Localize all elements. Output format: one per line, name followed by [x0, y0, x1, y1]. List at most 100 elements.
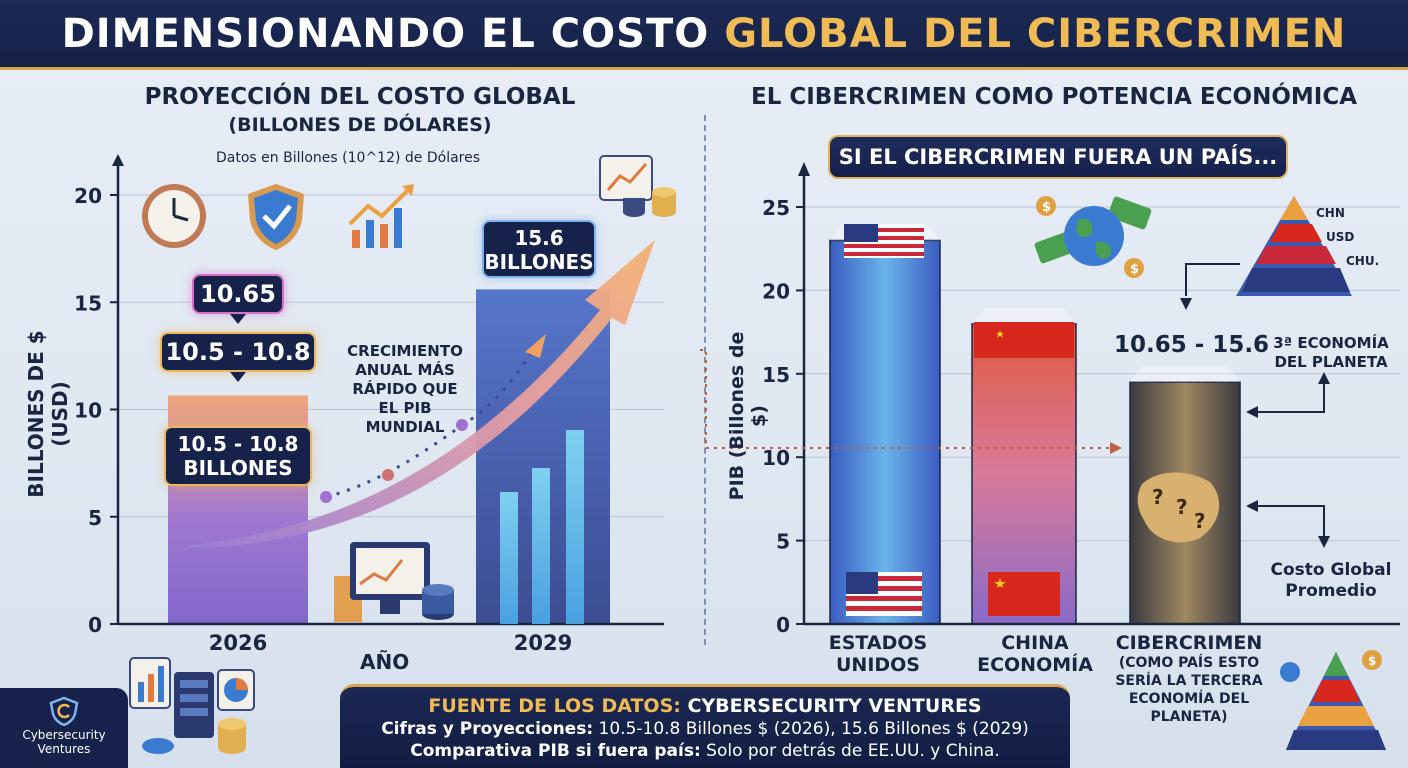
callout-1065: 10.65	[192, 274, 284, 314]
left-chart: 0 5 10 15 20 2026 2029	[74, 154, 664, 655]
cat-china-l1: CHINA	[1001, 632, 1069, 654]
section-divider	[704, 115, 706, 645]
left-tick-label-2: 10	[74, 399, 102, 423]
growth-arrow	[190, 240, 655, 548]
pyramid-label-3: CHU.	[1346, 254, 1380, 268]
right-bar-cap-1	[972, 307, 1076, 324]
dot-1	[320, 491, 332, 503]
cat-usa-l1: ESTADOS	[828, 632, 928, 654]
logo-text-1: Cybersecurity	[22, 728, 106, 742]
growth-note: CRECIMIENTO ANUAL MÁS RÁPIDO QUE EL PIB …	[330, 342, 480, 437]
left-y-label: BILLONES DE $ (USD)	[24, 330, 72, 498]
right-tick-label-0: 0	[776, 613, 790, 637]
inner-bar-3	[566, 430, 584, 624]
right-tick-label-4: 20	[762, 279, 790, 303]
logo-box: Cybersecurity Ventures	[0, 688, 128, 768]
left-tick-label-3: 15	[74, 291, 102, 315]
page-title: DIMENSIONANDO EL COSTO GLOBAL DEL CIBERC…	[62, 11, 1347, 57]
title-part-1: DIMENSIONANDO EL	[61, 10, 536, 57]
server-icon	[129, 657, 255, 754]
right-y-label: PIB (Billones de $)	[726, 331, 770, 501]
right-bar-cap-2	[1130, 366, 1240, 383]
analytics-icon	[599, 155, 676, 217]
china-flag-bottom	[988, 572, 1060, 616]
cat-label-usa: ESTADOS UNIDOS	[808, 632, 948, 676]
left-tick-label-0: 0	[88, 613, 102, 637]
header-banner: DIMENSIONANDO EL COSTO GLOBAL DEL CIBERC…	[0, 0, 1408, 70]
third-economy-note: 3ª ECONOMÍA DEL PLANETA	[1256, 334, 1406, 372]
left-title: PROYECCIÓN DEL COSTO GLOBAL	[144, 84, 576, 110]
title-part-3: GLOBAL DEL CIBERCRIMEN	[724, 10, 1347, 57]
right-tick-label-3: 15	[762, 363, 790, 387]
dotted-connector	[700, 349, 1110, 449]
callout-bar-2026-value: 10.5 - 10.8	[177, 432, 299, 456]
right-chart: ? ? ? 0 5 10 15 20 25	[700, 162, 1400, 637]
china-flag-top	[974, 322, 1074, 358]
cat-cyber-l1: CIBERCRIMEN	[1115, 632, 1263, 654]
callout-2029-unit: BILLONES	[484, 250, 594, 274]
footer-line-1: FUENTE DE LOS DATOS: CYBERSECURITY VENTU…	[340, 695, 1070, 717]
callout-bar-2026-unit: BILLONES	[183, 456, 293, 480]
growth-note-l2: ANUAL MÁS	[355, 361, 455, 379]
footer-figures-value: 10.5-10.8 Billones $ (2026), 15.6 Billon…	[598, 719, 1029, 739]
footer-compare-label: Comparativa PIB si fuera país:	[410, 741, 701, 761]
cyber-map-icon: ? ? ?	[1137, 472, 1220, 543]
usa-flag-bottom	[846, 572, 922, 616]
left-tick-label-4: 20	[74, 184, 102, 208]
footer-line-3: Comparativa PIB si fuera país: Solo por …	[340, 741, 1070, 761]
dotted-connector-arrowhead	[1110, 442, 1122, 454]
cat-usa-l2: UNIDOS	[835, 654, 920, 676]
inner-bar-1	[500, 492, 518, 624]
pyramid-icon	[1236, 196, 1352, 296]
left-subtitle-units: (BILLONES DE DÓLARES)	[228, 114, 492, 136]
third-economy-l1: 3ª ECONOMÍA	[1273, 334, 1389, 352]
cat-china-l2: ECONOMÍA	[977, 654, 1093, 676]
usa-flag-top	[844, 224, 924, 258]
growth-chart-icon	[348, 184, 414, 248]
right-y-axis-arrow	[798, 162, 810, 176]
right-tick-label-1: 5	[776, 530, 790, 554]
footer-source-value: CYBERSECURITY VENTURES	[687, 695, 982, 717]
cat-label-cyber: CIBERCRIMEN (COMO PAÍS ESTO SERÍA LA TER…	[1104, 632, 1274, 726]
clock-icon	[142, 184, 206, 248]
cat-cyber-l3: SERÍA LA TERCERA	[1115, 673, 1263, 689]
computer-chart-icon	[334, 542, 454, 622]
avg-cost-note: Costo Global Promedio	[1256, 560, 1406, 602]
pyramid-label-1: CHN	[1316, 206, 1345, 220]
right-bar-0	[829, 239, 941, 625]
if-country-banner: SI EL CIBERCRIMEN FUERA UN PAÍS...	[828, 135, 1288, 179]
cat-cyber-l4: ECONOMÍA DEL	[1128, 691, 1250, 707]
left-y-axis-arrow	[112, 154, 124, 166]
arrow-to-rank	[1256, 380, 1325, 413]
callout-2029: 15.6 BILLONES	[482, 220, 596, 278]
third-economy-l2: DEL PLANETA	[1274, 353, 1388, 371]
left-tick-label-1: 5	[88, 506, 102, 530]
growth-note-l4: EL PIB	[378, 399, 432, 417]
dot-arrowhead	[525, 334, 546, 358]
logo-shield-icon	[49, 696, 79, 726]
svg-text:$: $	[1042, 200, 1051, 215]
svg-text:$: $	[1368, 654, 1376, 668]
right-title: EL CIBERCRIMEN COMO POTENCIA ECONÓMICA	[750, 84, 1358, 110]
right-tick-label-5: 25	[762, 196, 790, 220]
svg-text:?: ?	[1152, 485, 1164, 509]
left-x-tick-2029: 2029	[514, 631, 572, 655]
callout-bar-2026: 10.5 - 10.8 BILLONES	[164, 426, 312, 486]
cat-label-china: CHINA ECONOMÍA	[960, 632, 1110, 676]
inner-bar-2	[532, 468, 550, 624]
footer-compare-value: Solo por detrás de EE.UU. y China.	[706, 741, 1000, 761]
growth-note-l5: MUNDIAL	[365, 418, 445, 436]
pyramid-small-icon: $	[1280, 650, 1386, 750]
avg-cost-l1: Costo Global	[1270, 560, 1392, 580]
callout-range: 10.5 - 10.8	[160, 332, 316, 372]
arrow-to-avg	[1256, 505, 1325, 538]
avg-cost-l2: Promedio	[1285, 581, 1377, 601]
svg-text:?: ?	[1194, 509, 1206, 533]
svg-text:?: ?	[1176, 495, 1188, 519]
title-part-2: COSTO	[550, 10, 710, 57]
growth-note-l3: RÁPIDO QUE	[352, 380, 458, 398]
left-x-label: AÑO	[360, 650, 410, 674]
cat-cyber-l2: (COMO PAÍS ESTO	[1118, 655, 1260, 671]
footer-source-label: FUENTE DE LOS DATOS:	[428, 695, 681, 717]
arrow-to-pyramid	[1185, 263, 1240, 296]
